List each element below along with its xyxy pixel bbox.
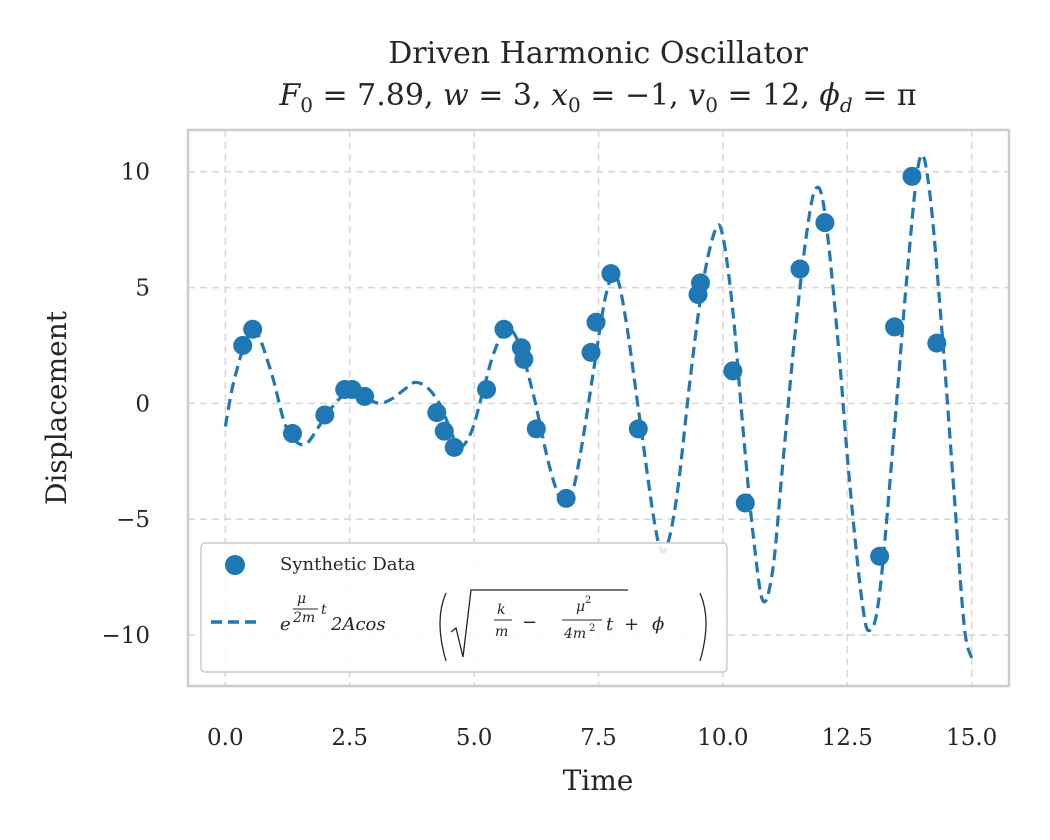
y-axis-label: Displacement <box>40 310 73 505</box>
data-point <box>233 335 253 355</box>
data-point <box>494 319 514 339</box>
data-point <box>514 349 534 369</box>
x-tick-label: 7.5 <box>580 725 617 751</box>
x-tick-labels: 0.0 2.5 5.0 7.5 10.0 12.5 15.0 <box>207 725 997 751</box>
plot-frame <box>186 128 1011 688</box>
legend-label-synthetic-data: Synthetic Data <box>280 554 416 575</box>
svg-text:t: t <box>321 602 327 618</box>
svg-text:2Acos: 2Acos <box>330 614 386 635</box>
data-point <box>586 312 606 332</box>
legend-label-model-formula: e μ 2m t 2Acos k m − μ 2 4m 2 t + ϕ <box>280 589 707 662</box>
legend-marker-scatter <box>225 555 245 575</box>
svg-text:m: m <box>495 624 508 640</box>
x-axis-label: Time <box>563 764 634 797</box>
svg-text:t: t <box>606 614 614 635</box>
svg-text:2: 2 <box>589 623 595 634</box>
chart-subtitle: F0 = 7.89, w = 3, x0 = −1, v0 = 12, ϕd =… <box>278 78 916 117</box>
y-tick-label: −10 <box>101 623 150 649</box>
svg-text:μ: μ <box>297 591 306 607</box>
data-point <box>556 488 576 508</box>
grid <box>188 130 1009 686</box>
data-point <box>444 437 464 457</box>
data-point <box>601 264 621 284</box>
svg-text:+: + <box>624 614 639 635</box>
x-tick-label: 2.5 <box>331 725 368 751</box>
data-point <box>434 421 454 441</box>
x-tick-label: 15.0 <box>946 725 997 751</box>
y-tick-label: 0 <box>135 391 150 417</box>
legend: Synthetic Data e μ 2m t 2Acos k m − μ 2 … <box>200 542 728 673</box>
data-point <box>691 273 711 293</box>
svg-text:4m: 4m <box>563 626 586 642</box>
data-point <box>628 419 648 439</box>
svg-text:ϕ: ϕ <box>652 614 664 635</box>
data-point <box>282 423 302 443</box>
data-point <box>477 379 497 399</box>
y-tick-label: −5 <box>116 507 150 533</box>
svg-text:2: 2 <box>585 595 591 606</box>
y-tick-label: 5 <box>135 276 150 302</box>
svg-text:k: k <box>497 602 505 618</box>
y-tick-label: 10 <box>121 160 150 186</box>
svg-text:2m: 2m <box>292 610 315 626</box>
series-points <box>233 166 947 566</box>
data-point <box>735 493 755 513</box>
svg-text:−: − <box>522 612 537 633</box>
x-tick-label: 12.5 <box>822 725 873 751</box>
legend-box <box>200 542 728 673</box>
series-line <box>223 153 974 659</box>
x-tick-label: 0.0 <box>207 725 244 751</box>
data-point <box>927 333 947 353</box>
svg-text:μ: μ <box>576 599 585 615</box>
data-point <box>315 405 335 425</box>
data-point <box>243 319 263 339</box>
data-point <box>902 166 922 186</box>
x-tick-label: 10.0 <box>697 725 748 751</box>
data-point <box>870 546 890 566</box>
data-point <box>581 342 601 362</box>
data-point <box>427 403 447 423</box>
data-point <box>885 317 905 337</box>
model-curve <box>223 153 974 659</box>
data-point <box>355 386 375 406</box>
chart-title: Driven Harmonic Oscillator <box>388 36 808 71</box>
data-point <box>526 419 546 439</box>
y-tick-labels: 10 5 0 −5 −10 <box>101 160 150 649</box>
svg-text:e: e <box>280 614 291 635</box>
x-tick-label: 5.0 <box>456 725 493 751</box>
data-point <box>723 361 743 381</box>
data-point <box>815 213 835 233</box>
data-point <box>790 259 810 279</box>
